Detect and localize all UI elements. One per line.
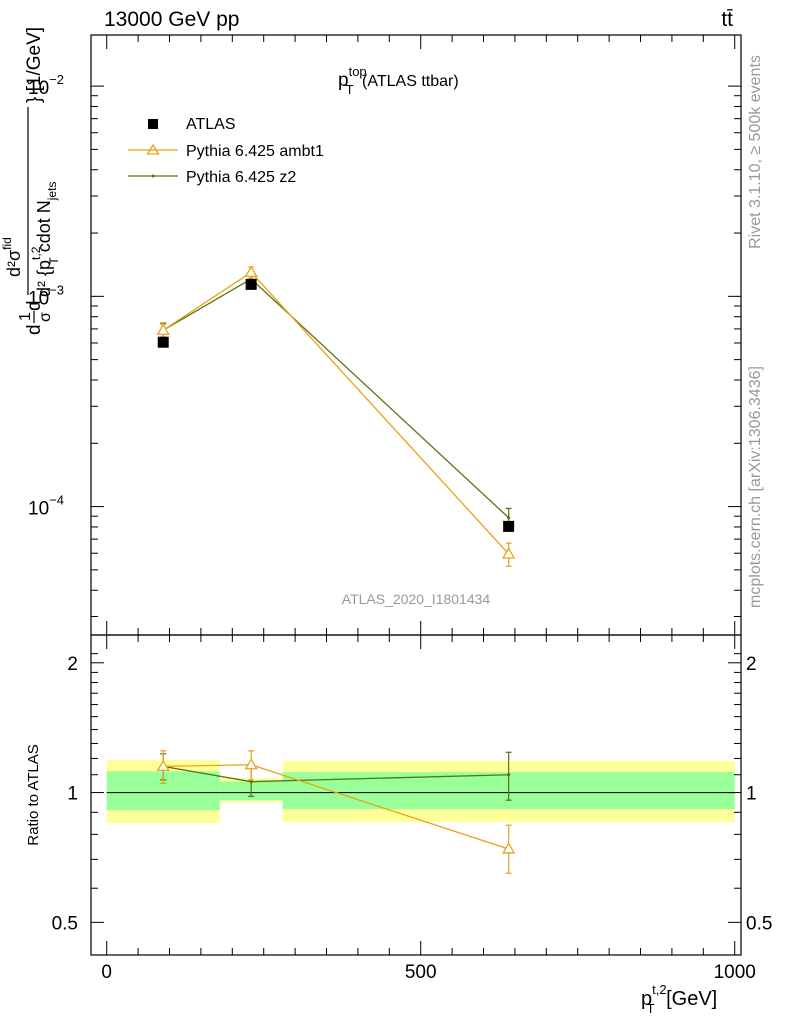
analysis-watermark: ATLAS_2020_I1801434 — [342, 591, 491, 607]
rivet-label: Rivet 3.1.10, ≥ 500k events — [747, 55, 764, 249]
legend-marker-atlas — [148, 119, 158, 129]
header-right: tt̄ — [721, 8, 733, 31]
ratio-ytick-label-left-1: 1 — [67, 784, 78, 805]
ratio-ytick-label-left-2: 2 — [67, 654, 78, 675]
main-ytick-label-exp-2: −4 — [49, 493, 64, 508]
main-z2-point-2 — [507, 516, 511, 520]
main-data-point-0 — [157, 336, 169, 348]
main-data-point-2 — [503, 520, 515, 532]
legend-label-z2: Pythia 6.425 z2 — [186, 169, 296, 186]
ratio-ambt1-series — [156, 750, 516, 874]
legend-label-atlas: ATLAS — [186, 116, 236, 133]
ratio-ytick-label-right-1: 1 — [746, 784, 757, 805]
ylabel-numerator: d²σfid — [0, 237, 24, 277]
header-left: 13000 GeV pp — [104, 8, 239, 31]
xlabel: pt,2 T [GeV] — [641, 982, 717, 1016]
main-data-point-1 — [245, 278, 257, 290]
main-ytick-label-exp-1: −3 — [49, 282, 64, 297]
main-title: ptop T (ATLAS ttbar) — [338, 64, 459, 97]
main-ambt1-line — [162, 271, 510, 555]
legend-label-ambt1: Pythia 6.425 ambt1 — [186, 143, 324, 160]
ratio-z2-point-2 — [507, 773, 511, 777]
ylabel-prefix-fraction-bottom: σ — [37, 312, 54, 322]
ratio-ambt1-point-2 — [502, 842, 516, 854]
main-ambt1-point-2 — [502, 547, 516, 559]
legend-marker-ambt1 — [146, 143, 160, 155]
xtick-label-0: 0 — [101, 962, 112, 983]
xtick-label-1: 500 — [405, 962, 437, 983]
main-z2-line — [162, 278, 510, 519]
ratio-frame — [90, 634, 742, 956]
ylabel-denominator: d² {pt,2T cdot Njets — [29, 182, 61, 297]
main-ylabel: d 1 σ d d²σfid d² {pt,2T cdot Njets } [1… — [0, 27, 61, 335]
main-ytick-label-exp-0: −2 — [49, 72, 64, 87]
ratio-ambt1-point-0 — [156, 759, 170, 772]
mcplots-label: mcplots.cern.ch [arXiv:1306.3436] — [747, 366, 764, 608]
ylabel-prefix-fraction-top: 1 — [17, 312, 34, 321]
main-ytick-label-2: 10−4 — [28, 493, 64, 520]
main-ambt1-point-1 — [244, 265, 258, 278]
ratio-ambt1-point-1 — [244, 757, 258, 770]
ratio-ytick-label-right-0: 0.5 — [746, 913, 772, 934]
legend-marker-z2 — [151, 174, 155, 178]
xtick-label-2: 1000 — [714, 962, 756, 983]
legend: ATLAS Pythia 6.425 ambt1 Pythia 6.425 z2 — [128, 116, 324, 186]
main-data-series — [157, 278, 515, 532]
ratio-z2-point-1 — [249, 780, 253, 784]
ratio-ytick-label-right-2: 2 — [746, 654, 757, 675]
ratio-ylabel: Ratio to ATLAS — [25, 744, 42, 845]
ylabel-units: } [1/GeV] — [24, 27, 45, 103]
ylabel-prefix-d2: d — [24, 300, 45, 311]
ratio-uncertainty-bands — [106, 760, 735, 824]
main-ambt1-series — [156, 265, 516, 567]
ratio-ytick-label-left-0: 0.5 — [52, 913, 78, 934]
ylabel-prefix-d: d — [24, 324, 45, 335]
main-ambt1-point-0 — [156, 323, 170, 335]
axes: 10−210−310−40.5 0.51 12 20 500 1000 — [28, 34, 772, 983]
series-layer — [156, 265, 516, 874]
main-z2-series — [160, 273, 512, 529]
